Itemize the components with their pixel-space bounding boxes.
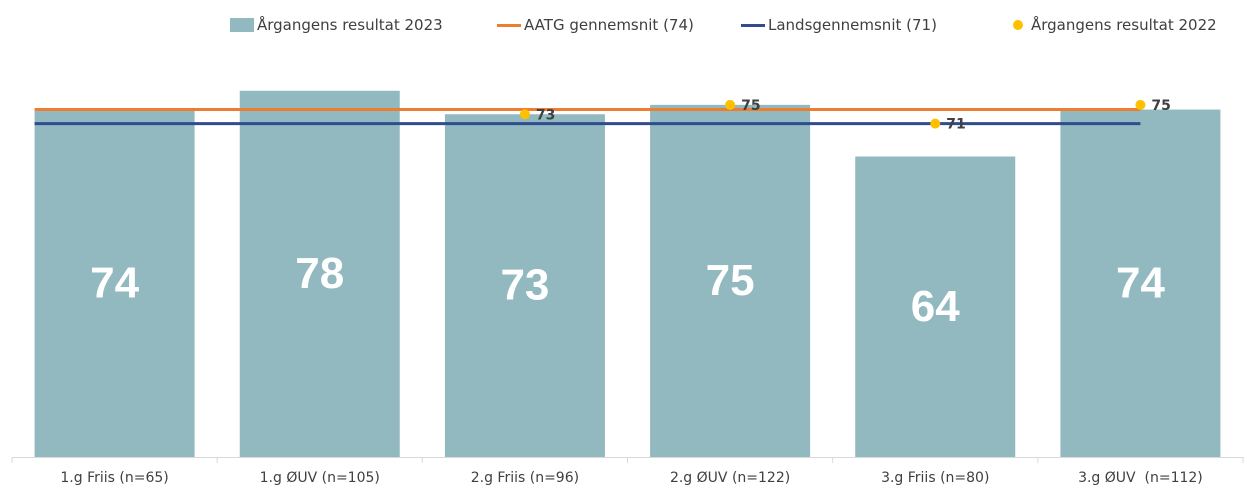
x-tick-label: 3.g ØUV (n=112) [1078, 470, 1203, 486]
marker-2022 [930, 118, 941, 129]
legend-item-national-average: Landsgennemsnit (71) [741, 10, 937, 40]
legend-label-national-average: Landsgennemsnit (71) [768, 16, 937, 34]
bar [650, 104, 811, 458]
legend-label-results-2023: Årgangens resultat 2023 [257, 16, 443, 34]
legend-swatch-aatg-average [497, 23, 521, 27]
marker-2022-label: 73 [536, 107, 555, 123]
x-tick-label: 2.g ØUV (n=122) [670, 470, 790, 486]
legend-swatch-national-average [741, 23, 765, 27]
bar-value-label: 64 [911, 282, 960, 331]
legend-label-aatg-average: AATG gennemsnit (74) [524, 16, 694, 34]
x-tick-label: 2.g Friis (n=96) [471, 470, 579, 486]
bar [444, 114, 605, 457]
legend-item-results-2022: Årgangens resultat 2022 [1013, 10, 1217, 40]
marker-2022-label: 71 [946, 117, 965, 133]
bar [1060, 109, 1221, 457]
bar-value-label: 74 [90, 258, 139, 307]
bar-value-label: 75 [706, 256, 755, 305]
bar [239, 90, 400, 457]
legend: Årgangens resultat 2023 AATG gennemsnit … [0, 10, 1247, 40]
x-tick-label: 3.g Friis (n=80) [881, 470, 989, 486]
legend-item-results-2023: Årgangens resultat 2023 [230, 10, 443, 40]
legend-swatch-results-2022 [1013, 20, 1023, 30]
bar-value-label: 74 [1116, 258, 1165, 307]
marker-2022 [725, 99, 736, 110]
legend-swatch-results-2023 [230, 18, 254, 32]
marker-2022-label: 75 [1151, 98, 1170, 114]
bar-value-label: 73 [500, 261, 549, 310]
bar [855, 156, 1016, 457]
x-tick-label: 1.g ØUV (n=105) [260, 470, 380, 486]
x-tick-label: 1.g Friis (n=65) [60, 470, 168, 486]
bar [34, 109, 195, 457]
marker-2022-label: 75 [741, 98, 760, 114]
marker-2022 [1135, 99, 1146, 110]
bar-value-label: 78 [295, 249, 344, 298]
legend-item-aatg-average: AATG gennemsnit (74) [497, 10, 694, 40]
marker-2022 [519, 109, 530, 120]
legend-label-results-2022: Årgangens resultat 2022 [1031, 16, 1217, 34]
